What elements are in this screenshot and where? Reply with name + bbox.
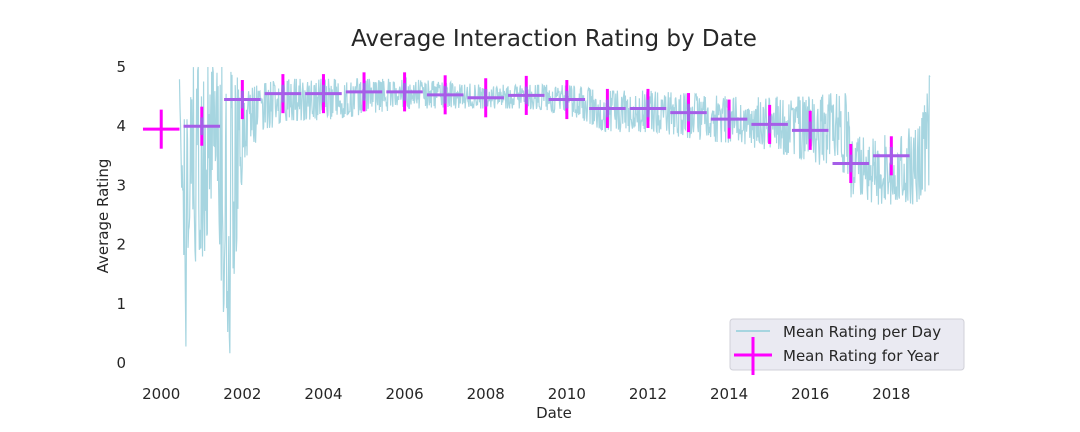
yearly-point-2012	[629, 88, 667, 128]
x-tick-label: 2010	[548, 385, 586, 403]
yearly-point-2010	[548, 80, 586, 120]
legend-label-daily: Mean Rating per Day	[783, 323, 941, 341]
y-tick-label: 1	[116, 295, 126, 313]
legend: Mean Rating per Day Mean Rating for Year	[729, 318, 965, 375]
yearly-point-2013	[670, 93, 707, 133]
yearly-point-2005	[345, 72, 383, 112]
y-axis-label: Average Rating	[94, 159, 112, 274]
yearly-point-2011	[589, 88, 626, 128]
x-tick-label: 2016	[791, 385, 829, 403]
y-tick-label: 0	[116, 354, 126, 372]
yearly-point-2018	[873, 136, 910, 176]
yearly-point-2004	[305, 74, 342, 114]
y-tick-label: 3	[116, 176, 126, 194]
yearly-point-2008	[467, 78, 504, 118]
chart-title: Average Interaction Rating by Date	[351, 26, 757, 52]
yearly-point-2006	[386, 72, 423, 112]
y-axis: 0 1 2 3 4 5	[116, 58, 126, 372]
yearly-point-2017	[832, 143, 870, 184]
y-tick-label: 5	[116, 58, 126, 76]
daily-series-layer	[178, 66, 931, 354]
daily-rating-line	[178, 66, 931, 354]
y-tick-label: 4	[116, 117, 126, 135]
yearly-point-2009	[508, 75, 545, 115]
yearly-point-2003	[264, 74, 302, 114]
legend-box	[729, 318, 965, 371]
yearly-point-2002	[224, 80, 261, 120]
x-tick-label: 2014	[710, 385, 748, 403]
y-tick-label: 2	[116, 236, 126, 254]
x-tick-label: 2004	[304, 385, 342, 403]
x-tick-label: 2000	[142, 385, 180, 403]
yearly-point-2015	[751, 104, 788, 144]
x-tick-label: 2006	[385, 385, 423, 403]
x-tick-label: 2012	[629, 385, 667, 403]
x-tick-label: 2008	[467, 385, 505, 403]
yearly-point-2000	[142, 109, 180, 149]
x-tick-label: 2018	[872, 385, 910, 403]
yearly-series-layer	[142, 72, 910, 184]
yearly-point-2001	[183, 106, 221, 146]
x-axis-label: Date	[536, 404, 572, 422]
yearly-point-2007	[426, 75, 464, 115]
legend-label-yearly: Mean Rating for Year	[783, 347, 940, 365]
x-tick-label: 2002	[223, 385, 261, 403]
yearly-point-2014	[710, 99, 748, 139]
x-axis: 2000 2002 2004 2006 2008 2010 2012 2014 2016 2018	[142, 385, 910, 403]
yearly-point-2016	[791, 110, 829, 150]
